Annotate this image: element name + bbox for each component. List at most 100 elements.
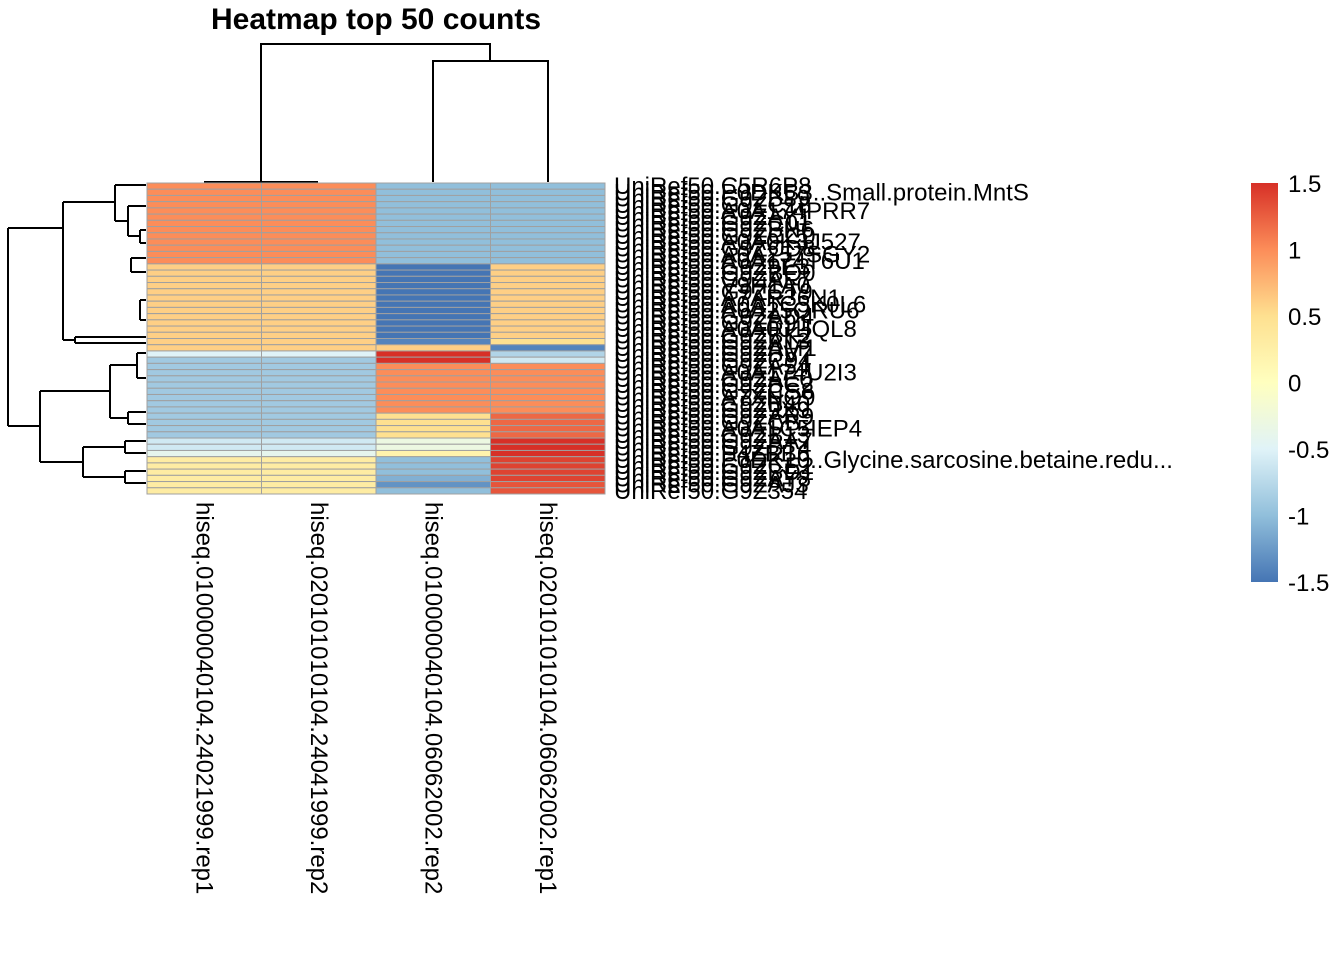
- heatmap-cell: [146, 412, 262, 420]
- heatmap-cell: [375, 468, 491, 476]
- row-label: UniRef50.A0A1C5IEP4: [614, 416, 862, 443]
- row-label: UniRef50.G9ZAF7: [614, 266, 811, 293]
- heatmap-cell: [490, 288, 606, 296]
- heatmap-cell: [490, 456, 606, 464]
- heatmap-cell: [146, 269, 262, 277]
- heatmap-cell: [261, 263, 377, 271]
- heatmap-cell: [261, 474, 377, 483]
- color-legend-tick-label: 1.5: [1288, 171, 1321, 198]
- heatmap-cell: [146, 201, 262, 209]
- heatmap-cell: [146, 238, 262, 246]
- heatmap-cell: [490, 462, 606, 470]
- row-label: UniRef50.G9ZCE2: [614, 453, 814, 480]
- column-labels: hiseq.0100000401​04.24021999.rep1 hiseq.0…: [190, 502, 561, 894]
- heatmap-cell: [375, 331, 491, 339]
- heatmap-cell: [490, 431, 606, 439]
- heatmap-cell: [146, 300, 262, 308]
- heatmap-cell: [146, 294, 262, 302]
- heatmap-cell: [375, 369, 491, 377]
- heatmap-cell: [261, 375, 377, 383]
- row-label: UniRef50.A7AR36N1: [614, 285, 841, 312]
- heatmap-cell: [261, 219, 377, 228]
- heatmap-cell: [375, 350, 491, 358]
- heatmap-cell: [490, 381, 606, 389]
- heatmap-cell: [146, 244, 262, 252]
- heatmap-cell: [146, 350, 262, 358]
- heatmap-cell: [490, 194, 606, 203]
- heatmap-cell: [146, 487, 262, 495]
- heatmap-cell: [261, 325, 377, 333]
- heatmap-cell: [261, 250, 377, 259]
- row-label: UniRef50.G9ZAE0: [614, 366, 813, 393]
- heatmap-cell: [490, 238, 606, 246]
- row-label: UniRef50.G9ZC01: [614, 210, 811, 237]
- row-dendrogram-upper: [62, 201, 115, 341]
- heatmap-cell: [146, 425, 262, 433]
- color-legend-tick-label: -1: [1288, 504, 1309, 531]
- row-dendrogram-root: [7, 227, 63, 427]
- heatmap-cell: [261, 356, 377, 364]
- row-dendrogram-upper-a: [114, 184, 146, 244]
- heatmap-cell: [490, 325, 606, 333]
- heatmap-cell: [490, 375, 606, 383]
- heatmap-cell: [375, 437, 491, 445]
- row-label: UniRef50.G9ZCS8: [614, 378, 814, 405]
- row-label: UniRef50.P0DK10..Glycine.sarcosine.betai…: [614, 447, 1173, 474]
- heatmap-cell: [146, 219, 262, 228]
- heatmap-cell: [490, 313, 606, 321]
- heatmap-cell: [490, 400, 606, 408]
- heatmap-cell: [146, 226, 262, 234]
- column-label: hiseq.0100000401​04.06062002.rep2: [419, 502, 446, 894]
- heatmap-cell: [375, 244, 491, 252]
- heatmap-cell: [261, 257, 377, 265]
- heatmap-cell: [146, 306, 262, 315]
- heatmap-cell: [490, 393, 606, 402]
- row-dendrogram-lower-a: [109, 352, 146, 425]
- row-dendrogram-lower: [39, 390, 110, 463]
- heatmap-cell: [146, 369, 262, 377]
- heatmap-cell: [375, 462, 491, 470]
- row-label: UniRef50.A0A257SGY2: [614, 242, 870, 269]
- heatmap-cell: [490, 232, 606, 240]
- heatmap-cell: [490, 481, 606, 489]
- heatmap-cell: [490, 306, 606, 315]
- heatmap-cell: [375, 319, 491, 327]
- heatmap-cell: [261, 294, 377, 302]
- heatmap-cell: [261, 238, 377, 246]
- heatmap-cell: [261, 418, 377, 427]
- heatmap-cell: [375, 257, 491, 265]
- heatmap-cell: [375, 449, 491, 458]
- heatmap-cell: [490, 443, 606, 451]
- heatmap-cell: [375, 356, 491, 364]
- heatmap-cell: [375, 487, 491, 495]
- heatmap-cell: [261, 275, 377, 284]
- heatmap-cell: [375, 207, 491, 215]
- heatmap-cells: [146, 182, 606, 495]
- heatmap-cell: [375, 400, 491, 408]
- heatmap-cell: [146, 325, 262, 333]
- heatmap-cell: [490, 406, 606, 414]
- heatmap-cell: [490, 244, 606, 252]
- heatmap-cell: [375, 226, 491, 234]
- color-legend: 1.5 1 0.5 0 -0.5 -1 -1.5: [1251, 171, 1329, 597]
- heatmap-cell: [146, 257, 262, 265]
- heatmap-cell: [375, 418, 491, 427]
- heatmap-cell: [375, 300, 491, 308]
- heatmap-cell: [261, 425, 377, 433]
- heatmap-cell: [146, 263, 262, 271]
- heatmap-cell: [490, 425, 606, 433]
- color-legend-tick-label: 0: [1288, 371, 1301, 398]
- column-dendrogram: [204, 43, 549, 183]
- heatmap-cell: [490, 300, 606, 308]
- row-label: UniRef50.G9Z9E3: [614, 254, 810, 281]
- heatmap-cell: [146, 194, 262, 203]
- heatmap-cell: [261, 381, 377, 389]
- heatmap-cell: [490, 474, 606, 483]
- chart-title: Heatmap top 50 counts: [211, 3, 541, 36]
- heatmap-cell: [490, 219, 606, 228]
- row-label: UniRef50.G9Z9X9: [614, 397, 810, 424]
- heatmap-cell: [146, 387, 262, 395]
- row-label: UniRef50.G9ZBT4: [614, 434, 811, 461]
- heatmap-cell: [146, 182, 262, 190]
